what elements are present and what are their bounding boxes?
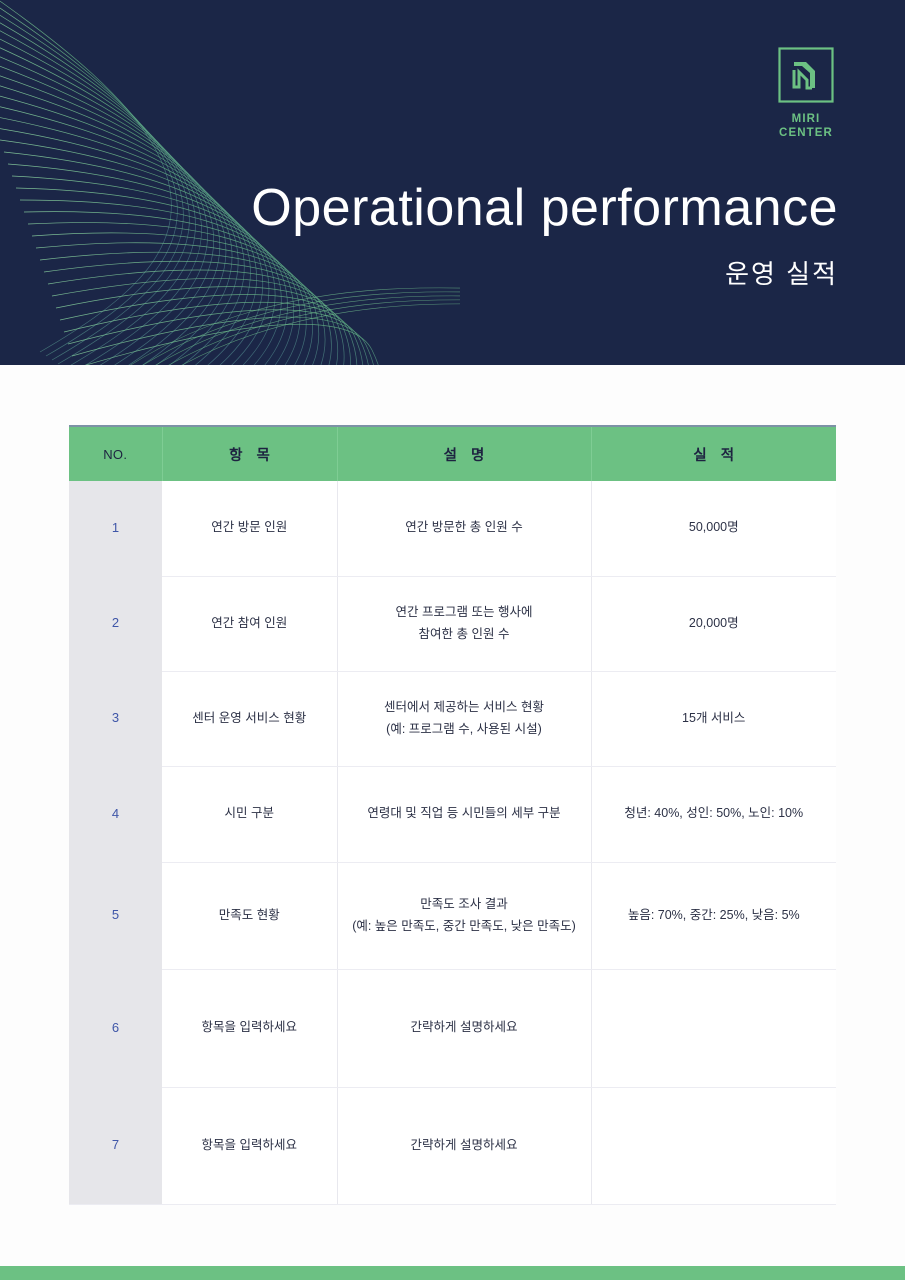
- row-number: 5: [69, 862, 162, 969]
- row-item[interactable]: 연간 방문 인원: [162, 481, 338, 577]
- row-value[interactable]: [591, 1087, 836, 1205]
- row-item[interactable]: 항목을 입력하세요: [162, 1087, 338, 1205]
- row-desc[interactable]: 만족도 조사 결과 (예: 높은 만족도, 중간 만족도, 낮은 만족도): [337, 862, 592, 970]
- footer-accent-bar: [0, 1266, 905, 1280]
- table-row: 2 연간 참여 인원 연간 프로그램 또는 행사에 참여한 총 인원 수 20,…: [69, 576, 836, 672]
- row-desc-line: 만족도 조사 결과: [420, 896, 508, 911]
- brand-logo-line2: CENTER: [779, 127, 833, 139]
- row-desc[interactable]: 연간 프로그램 또는 행사에 참여한 총 인원 수: [337, 576, 592, 672]
- row-desc-line: 연간 프로그램 또는 행사에: [395, 604, 533, 619]
- table-row: 5 만족도 현황 만족도 조사 결과 (예: 높은 만족도, 중간 만족도, 낮…: [69, 862, 836, 970]
- row-value[interactable]: 50,000명: [591, 481, 836, 577]
- column-header-item: 항 목: [162, 425, 338, 481]
- row-desc[interactable]: 간략하게 설명하세요: [337, 1087, 592, 1205]
- column-header-desc: 설 명: [337, 425, 592, 481]
- row-value[interactable]: [591, 969, 836, 1088]
- page-subtitle: 운영 실적: [725, 259, 838, 289]
- row-desc-line: 연간 방문한 총 인원 수: [405, 520, 523, 535]
- row-number: 6: [69, 969, 162, 1087]
- table-row: 3 센터 운영 서비스 현황 센터에서 제공하는 서비스 현황 (예: 프로그램…: [69, 671, 836, 767]
- table-row: 6 항목을 입력하세요 간략하게 설명하세요: [69, 969, 836, 1088]
- header-banner: MIRI CENTER Operational performance 운영 실…: [0, 0, 905, 365]
- row-number: 3: [69, 671, 162, 766]
- table-header: NO. 항 목 설 명 실 적: [69, 425, 836, 481]
- row-item[interactable]: 연간 참여 인원: [162, 576, 338, 672]
- row-desc[interactable]: 간략하게 설명하세요: [337, 969, 592, 1088]
- page-title: Operational performance: [251, 179, 838, 237]
- row-desc[interactable]: 연령대 및 직업 등 시민들의 세부 구분: [337, 766, 592, 863]
- row-desc-line: 연령대 및 직업 등 시민들의 세부 구분: [367, 806, 561, 821]
- table-row: 4 시민 구분 연령대 및 직업 등 시민들의 세부 구분 청년: 40%, 성…: [69, 766, 836, 863]
- row-number: 2: [69, 576, 162, 671]
- row-value[interactable]: 15개 서비스: [591, 671, 836, 767]
- row-value[interactable]: 20,000명: [591, 576, 836, 672]
- table-header-row: NO. 항 목 설 명 실 적: [69, 425, 836, 481]
- brand-logo-line1: MIRI: [791, 113, 821, 125]
- brand-logo-text: MIRI CENTER: [775, 112, 837, 140]
- table-row: 7 항목을 입력하세요 간략하게 설명하세요: [69, 1087, 836, 1205]
- row-desc-line: 참여한 총 인원 수: [418, 626, 510, 641]
- row-item[interactable]: 항목을 입력하세요: [162, 969, 338, 1088]
- performance-table-wrap: NO. 항 목 설 명 실 적 1 연간 방문 인원 연간 방문한 총 인원 수…: [69, 425, 836, 1205]
- row-item[interactable]: 만족도 현황: [162, 862, 338, 970]
- performance-table: NO. 항 목 설 명 실 적 1 연간 방문 인원 연간 방문한 총 인원 수…: [69, 425, 836, 1205]
- row-number: 4: [69, 766, 162, 862]
- row-desc-line: (예: 높은 만족도, 중간 만족도, 낮은 만족도): [352, 918, 576, 933]
- row-value[interactable]: 청년: 40%, 성인: 50%, 노인: 10%: [591, 766, 836, 863]
- row-desc-line: (예: 프로그램 수, 사용된 시설): [386, 721, 542, 736]
- row-value[interactable]: 높음: 70%, 중간: 25%, 낮음: 5%: [591, 862, 836, 970]
- row-desc[interactable]: 연간 방문한 총 인원 수: [337, 481, 592, 577]
- row-item[interactable]: 시민 구분: [162, 766, 338, 863]
- miri-monogram-icon: [778, 47, 834, 103]
- row-desc[interactable]: 센터에서 제공하는 서비스 현황 (예: 프로그램 수, 사용된 시설): [337, 671, 592, 767]
- row-desc-line: 센터에서 제공하는 서비스 현황: [384, 699, 544, 714]
- column-header-val: 실 적: [591, 425, 836, 481]
- brand-logo: MIRI CENTER: [775, 46, 837, 140]
- table-row: 1 연간 방문 인원 연간 방문한 총 인원 수 50,000명: [69, 481, 836, 577]
- row-desc-line: 간략하게 설명하세요: [410, 1020, 518, 1035]
- column-header-no: NO.: [69, 425, 163, 481]
- row-item[interactable]: 센터 운영 서비스 현황: [162, 671, 338, 767]
- row-desc-line: 간략하게 설명하세요: [410, 1137, 518, 1152]
- table-body: 1 연간 방문 인원 연간 방문한 총 인원 수 50,000명 2 연간 참여…: [69, 481, 836, 1205]
- row-number: 1: [69, 481, 162, 576]
- row-number: 7: [69, 1087, 162, 1205]
